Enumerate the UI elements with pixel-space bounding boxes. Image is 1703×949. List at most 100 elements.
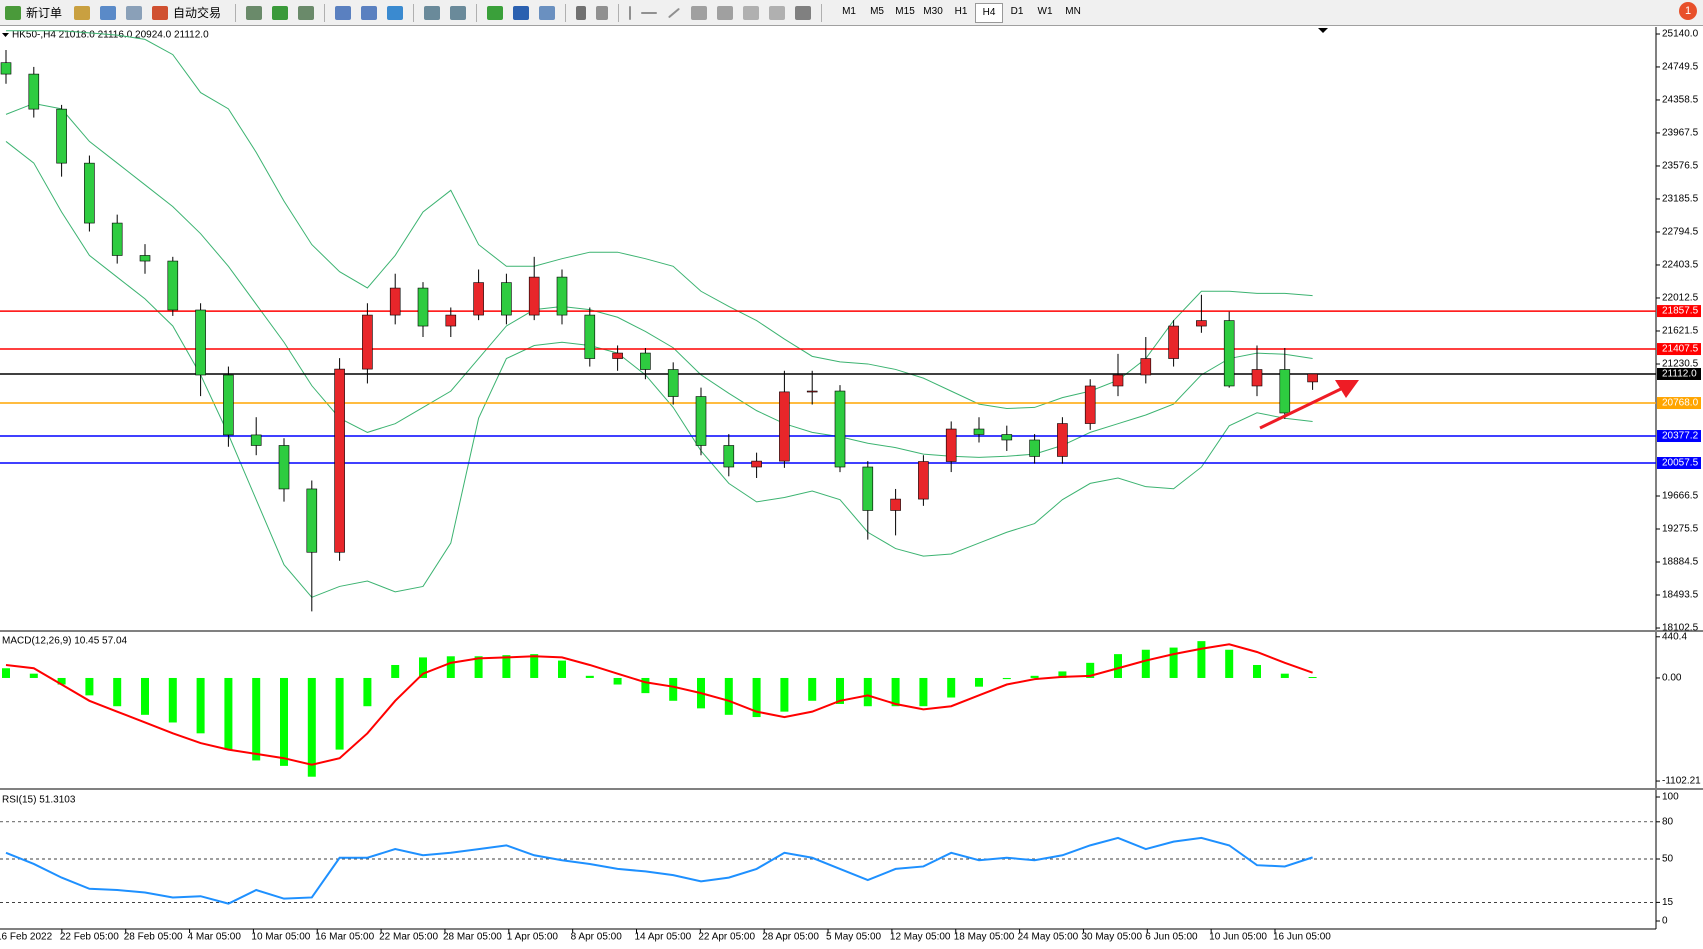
candle-body: [584, 314, 596, 359]
timeframe-button[interactable]: H1: [954, 5, 968, 17]
separator: [476, 3, 478, 22]
candle-body: [528, 276, 540, 316]
macd-bar: [502, 655, 511, 678]
auto-trading[interactable]: 自动交易: [173, 6, 222, 20]
timeframe-button[interactable]: M1: [842, 5, 856, 17]
y-tick-label: 18884.5: [1662, 557, 1699, 568]
x-tick-label: 16 Feb 2022: [0, 932, 53, 943]
timeframe-button[interactable]: M15: [895, 5, 915, 17]
timeframes: M1 M5 M15 M30 H1 H4 D1 W1 MN: [835, 2, 1087, 23]
zoom-out[interactable]: [361, 5, 378, 20]
y-tick-label: 23967.5: [1662, 128, 1699, 139]
level-label-box: [1657, 430, 1701, 443]
level-label-box: [1657, 343, 1701, 356]
macd-bar: [1002, 677, 1011, 680]
marks: 25140.0 24749.5 24358.5 23967.5 23576.5 23185…: [0, 29, 1701, 943]
fibonacci[interactable]: [717, 5, 734, 20]
y-tick-label: 23576.5: [1662, 161, 1699, 172]
candle-body: [501, 282, 512, 316]
tool-icon[interactable]: [246, 5, 263, 20]
timeframe-button[interactable]: M5: [870, 5, 884, 17]
candle-body: [945, 428, 957, 462]
candle-body: [139, 255, 151, 262]
horizontal-line[interactable]: [641, 11, 658, 14]
y-tick-label: 22794.5: [1662, 227, 1699, 238]
periods[interactable]: [513, 5, 530, 20]
macd-bar: [446, 656, 455, 678]
candle-body: [1196, 320, 1207, 327]
macd-bar: [1253, 664, 1261, 678]
zoom-in[interactable]: [335, 5, 352, 20]
channels[interactable]: [691, 5, 708, 20]
macd-bar: [363, 677, 372, 707]
candle-body: [1307, 373, 1318, 383]
menu-marker: [2, 33, 9, 37]
toolbar: 新订单 自动交易 M1 M5 M15 M30 H1 H4 D1 W1 MN 1: [0, 0, 1703, 26]
candle-body: [1029, 439, 1040, 457]
macd-bar: [836, 677, 844, 704]
candle-body: [973, 428, 985, 435]
x-tick-label: 14 Apr 05:00: [635, 932, 692, 943]
cursor[interactable]: [576, 5, 587, 20]
macd-bar: [85, 677, 94, 696]
timeframe-button[interactable]: W1: [1037, 5, 1053, 17]
timeframe-button[interactable]: M30: [923, 5, 943, 17]
candle-body: [250, 434, 262, 446]
macd-bar: [168, 677, 177, 723]
candle-body: [389, 287, 401, 316]
tool-icon[interactable]: [424, 5, 441, 20]
macd-bar: [1114, 654, 1122, 678]
templates[interactable]: [539, 5, 556, 20]
candle-body: [111, 222, 123, 256]
new-order-icon[interactable]: [5, 5, 21, 20]
new-order[interactable]: 新订单: [26, 6, 63, 20]
tool-icon[interactable]: [126, 5, 143, 20]
macd-bar: [1086, 662, 1095, 678]
alert-badge[interactable]: 1: [1679, 2, 1697, 20]
candle-body: [1057, 423, 1068, 457]
y-tick-label: 22403.5: [1662, 260, 1699, 271]
level-label: 20057.5: [1662, 458, 1699, 469]
auto-trading-icon[interactable]: [152, 5, 169, 20]
candle-body: [223, 374, 234, 436]
tool-icon[interactable]: [272, 5, 289, 20]
macd-bar: [947, 677, 956, 698]
x-tick-label: 6 Jun 05:00: [1145, 932, 1198, 943]
x-tick-label: 18 May 05:00: [954, 932, 1015, 943]
tile-windows[interactable]: [387, 5, 404, 20]
tool-icon[interactable]: [450, 5, 467, 20]
arrows-tool[interactable]: [795, 5, 812, 20]
candle-body: [779, 391, 790, 462]
timeframe-button[interactable]: MN: [1065, 5, 1081, 17]
y-tick-label: 24358.5: [1662, 95, 1699, 106]
annotation-arrow-head: [1335, 380, 1359, 398]
indicators[interactable]: [487, 5, 504, 20]
tool-icon[interactable]: [74, 5, 91, 20]
label-tool[interactable]: [769, 5, 786, 20]
macd-bar: [2, 668, 10, 678]
candle-body: [445, 314, 457, 327]
x-tick-label: 30 May 05:00: [1081, 932, 1142, 943]
price-pane-title: HK50-,H4 21018.0 21116.0 20924.0 21112.0: [12, 30, 209, 41]
x-tick-label: 16 Jun 05:00: [1273, 932, 1331, 943]
crosshair[interactable]: [596, 5, 609, 20]
candle-body: [334, 368, 345, 553]
annotation-arrow: [1259, 385, 1346, 430]
candle-body: [56, 108, 67, 164]
text-tool[interactable]: [743, 5, 760, 20]
macd-bar: [1308, 676, 1317, 678]
x-tick-label: 22 Apr 05:00: [698, 932, 755, 943]
timeframe-button[interactable]: H4: [975, 2, 1004, 23]
x-tick-label: 28 Mar 05:00: [443, 932, 502, 943]
timeframe-button[interactable]: D1: [1010, 5, 1024, 17]
macd-bar: [752, 677, 761, 718]
candle-body: [1168, 325, 1179, 359]
candle-body: [195, 309, 206, 376]
tool-icon[interactable]: [298, 5, 315, 20]
y-tick-label: 24749.5: [1662, 62, 1699, 73]
macd-bar: [613, 677, 622, 685]
y-tick-label: 80: [1662, 816, 1674, 827]
tool-icon[interactable]: [100, 5, 117, 20]
vertical-line[interactable]: [629, 5, 632, 20]
